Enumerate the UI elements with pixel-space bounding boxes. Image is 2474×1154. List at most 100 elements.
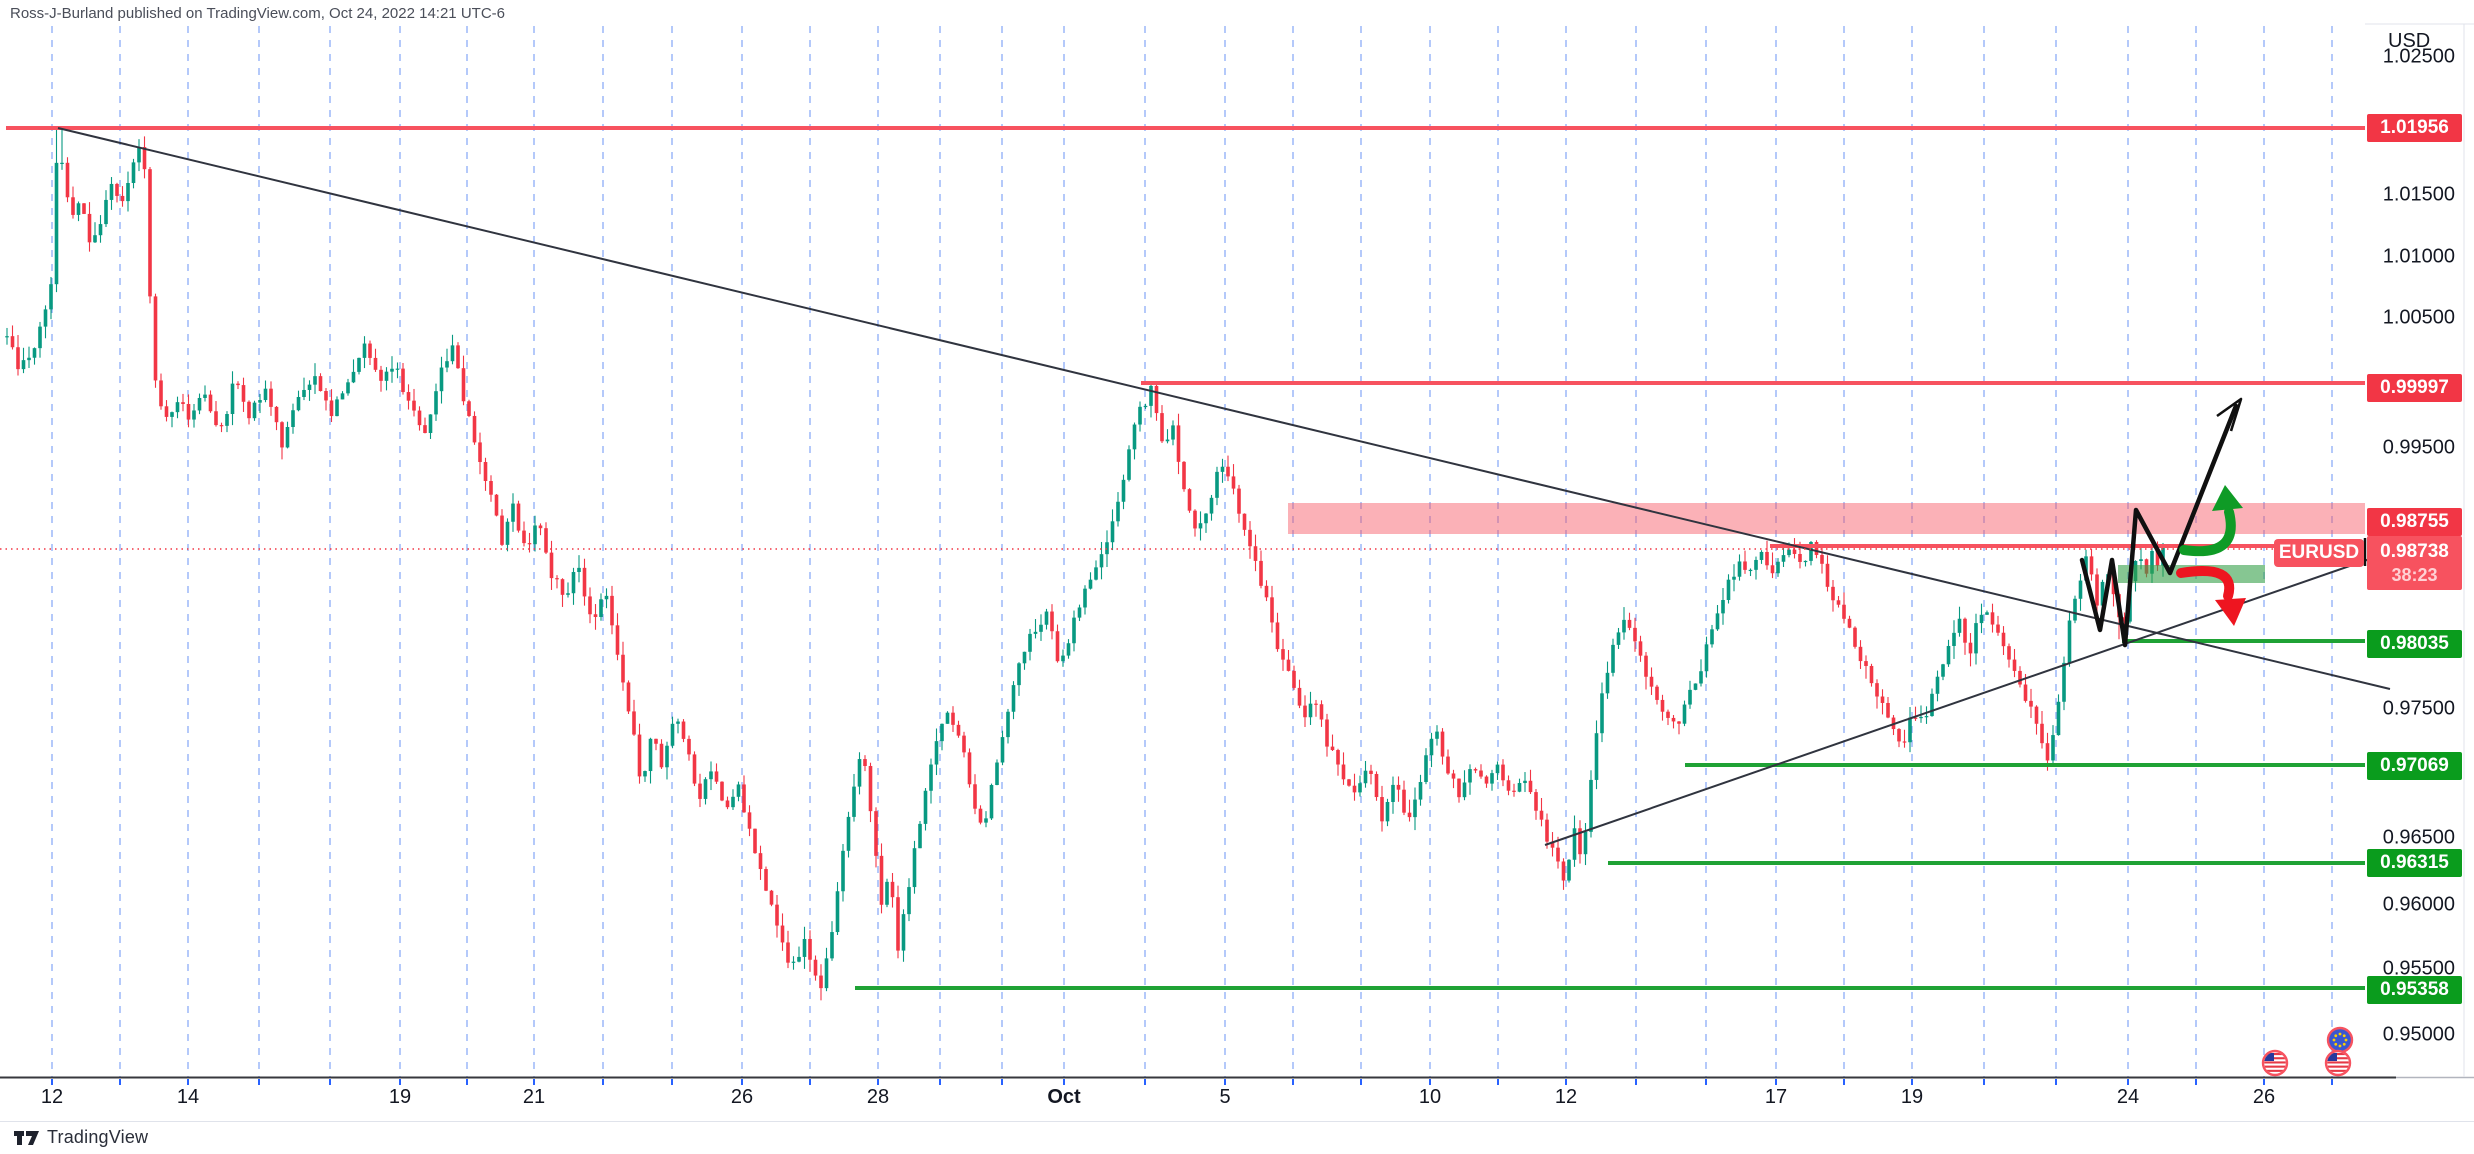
candle-body <box>1154 385 1159 414</box>
candle-body <box>681 721 686 739</box>
candle-body <box>648 738 653 772</box>
candle-body <box>555 578 559 580</box>
candle-body <box>1792 549 1797 554</box>
tradingview-logo-text: TradingView <box>47 1127 149 1147</box>
candle-body <box>1924 716 1929 718</box>
candle-body <box>324 391 328 401</box>
candle-body <box>1380 797 1384 822</box>
candle-body <box>742 784 746 813</box>
candle-body <box>687 738 691 755</box>
candle-body <box>659 743 664 768</box>
candle-body <box>1226 466 1230 477</box>
candle-body <box>1726 579 1731 601</box>
candle-body <box>1385 801 1390 822</box>
candle-body <box>1275 622 1280 650</box>
us-flag-event-icon[interactable] <box>2324 1049 2352 1077</box>
candle-body <box>1858 646 1863 662</box>
candle-body <box>1649 676 1654 687</box>
tradingview-logo[interactable]: TradingView <box>14 1127 148 1148</box>
candle-body <box>142 147 147 170</box>
candle-body <box>1479 770 1483 777</box>
candle-body <box>1567 859 1571 881</box>
candle-body <box>500 515 504 545</box>
candle-body <box>274 406 279 423</box>
candle-body <box>1259 560 1263 586</box>
candle-body <box>896 897 900 951</box>
candle-body <box>929 764 933 791</box>
candle-body <box>1550 841 1555 848</box>
candle-body <box>621 654 625 683</box>
candle-body <box>560 579 565 595</box>
candle-body <box>637 734 642 777</box>
descending-trendline[interactable] <box>57 127 2391 690</box>
us-flag-event-icon[interactable] <box>2261 1049 2289 1077</box>
date-tick-label: 17 <box>1764 1086 1788 1108</box>
projection-zigzag-arrow[interactable] <box>2079 403 2239 648</box>
candle-body <box>450 345 455 362</box>
candle-body <box>522 530 526 544</box>
candle-body <box>984 818 988 823</box>
symbol-price-line-label[interactable]: EURUSD <box>2274 539 2364 567</box>
candle-body <box>390 368 394 372</box>
candle-body <box>1847 618 1852 628</box>
candle-body <box>1968 642 1973 654</box>
date-tick-label: 19 <box>1900 1086 1924 1108</box>
publish-attribution: Ross-J-Burland published on TradingView.… <box>10 5 505 22</box>
candle-body <box>516 503 521 531</box>
candle-body <box>1952 632 1956 646</box>
candle-body <box>808 938 812 960</box>
candle-body <box>1715 613 1720 630</box>
date-tick-label: 12 <box>1554 1086 1578 1108</box>
green-curved-up-arrow[interactable] <box>2179 507 2236 557</box>
candle-body <box>1583 831 1588 855</box>
candle-body <box>351 371 356 383</box>
red-curved-down-arrow[interactable] <box>2176 566 2235 601</box>
candle-body <box>1622 619 1626 633</box>
candle-body <box>1143 405 1148 408</box>
ascending-trendline[interactable] <box>1544 551 2391 846</box>
candle-body <box>1033 631 1038 634</box>
candle-body <box>1286 659 1291 671</box>
eu-flag-event-icon[interactable] <box>2326 1026 2354 1054</box>
candle-body <box>1484 776 1489 784</box>
candle-body <box>1440 731 1445 757</box>
candle-body <box>60 162 64 164</box>
candle-body <box>16 347 20 370</box>
candle-body <box>978 808 983 823</box>
candle-body <box>599 599 603 618</box>
current-price-label[interactable]: 0.98738 38:23 <box>2367 536 2462 590</box>
candle-body <box>1781 555 1786 562</box>
supply-zone-rectangle[interactable] <box>1288 503 2365 534</box>
candle-body <box>98 224 103 236</box>
candle-body <box>1424 755 1428 783</box>
candle-body <box>225 414 229 426</box>
candle-body <box>918 823 922 849</box>
candle-body <box>1193 510 1197 529</box>
candle-body <box>797 956 801 962</box>
candle-body <box>1655 686 1659 700</box>
candle-body <box>1528 780 1533 793</box>
candle-body <box>571 572 576 594</box>
candle-body <box>874 811 878 856</box>
candle-body <box>1270 597 1274 623</box>
candle-body <box>115 183 119 196</box>
candle-body <box>109 183 114 200</box>
candle-body <box>32 348 37 358</box>
candle-body <box>1666 711 1670 718</box>
candle-body <box>1886 702 1890 718</box>
candle-body <box>720 781 724 801</box>
candle-body <box>1545 819 1549 842</box>
candle-body <box>456 345 460 369</box>
candle-body <box>1017 663 1021 686</box>
candle-body <box>241 385 246 402</box>
candle-body <box>10 336 15 348</box>
candle-body <box>401 368 405 393</box>
candle-body <box>357 357 361 372</box>
candle-body <box>335 399 339 417</box>
candle-body <box>175 402 180 413</box>
candle-body <box>1160 413 1164 442</box>
candle-body <box>1220 466 1225 472</box>
date-tick-label: Oct <box>1047 1086 1081 1108</box>
candle-body <box>1853 627 1857 647</box>
